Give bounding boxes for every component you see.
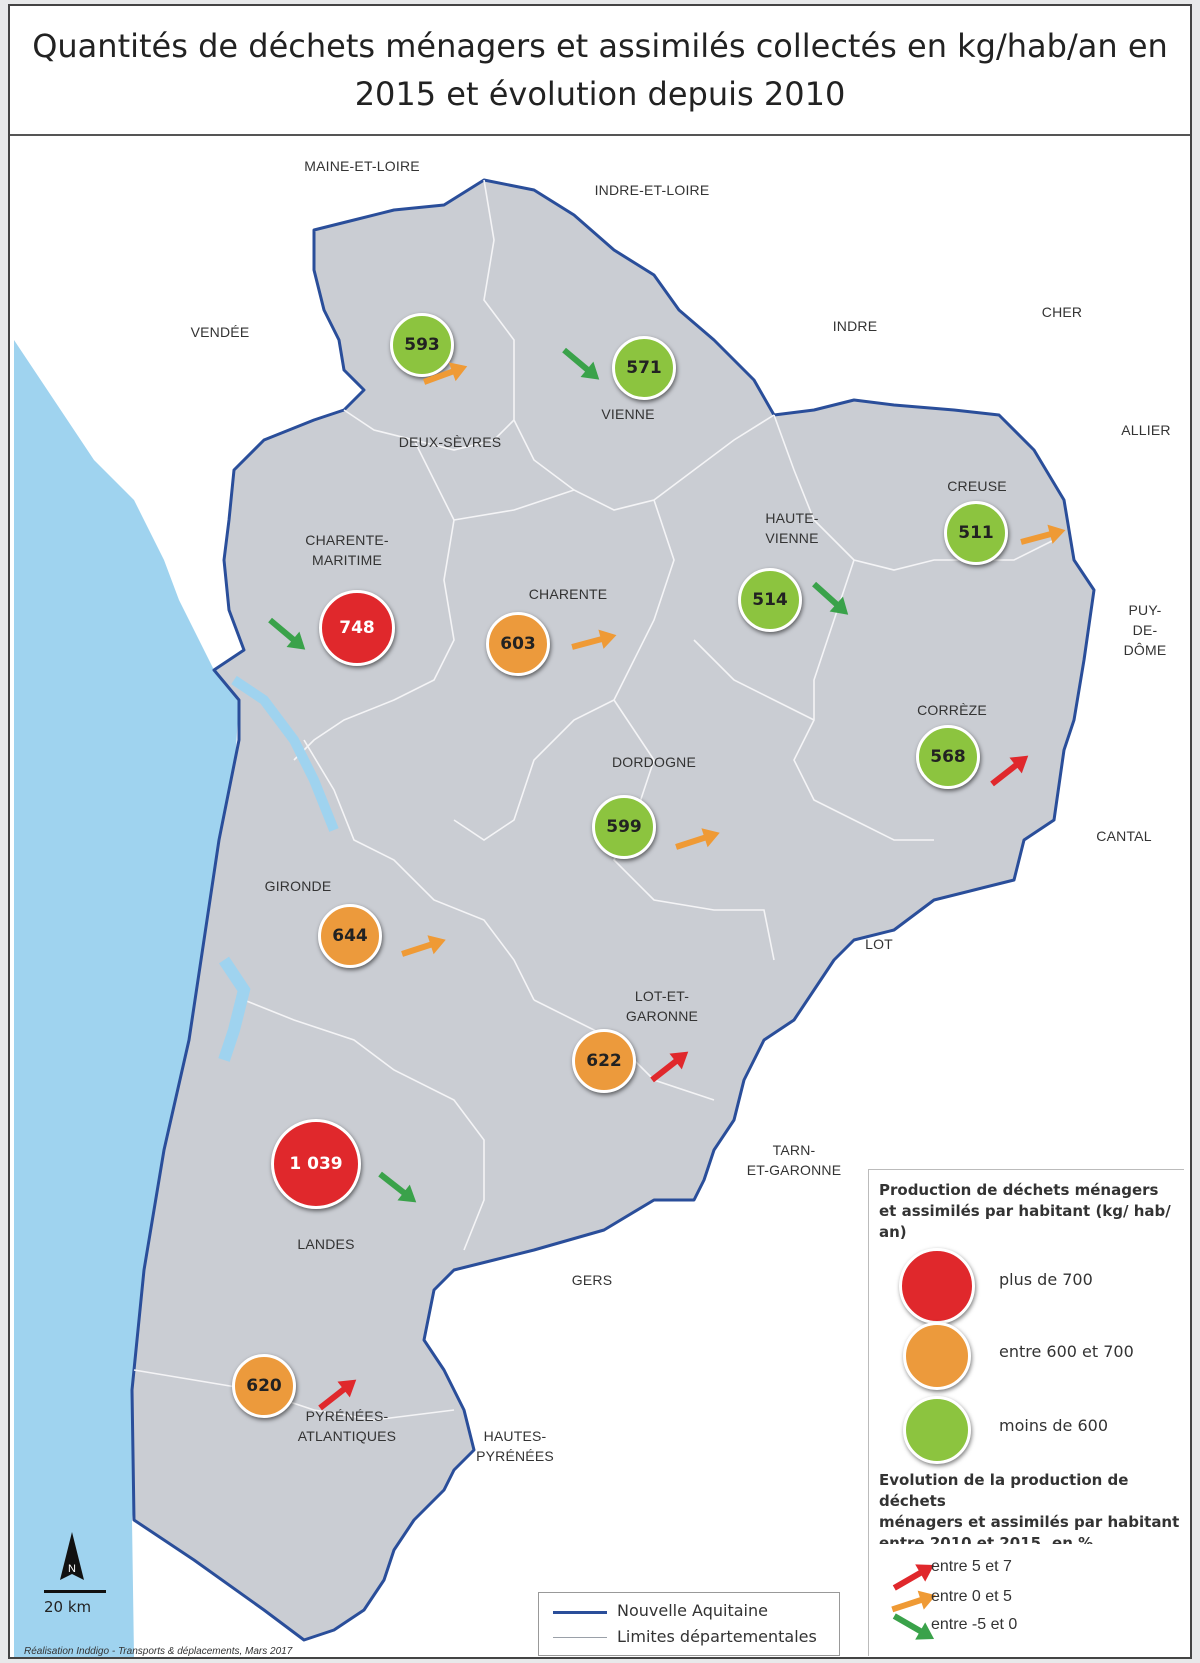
department-label: LOT-ET- GARONNE <box>625 988 699 1024</box>
value-bubble: 571 <box>612 336 676 400</box>
trend-arrow <box>650 1051 689 1083</box>
scale-bar <box>44 1590 106 1593</box>
department-label: CHARENTE <box>528 586 608 602</box>
value-bubble: 622 <box>572 1029 636 1093</box>
legend-arrow-orange <box>891 1590 936 1613</box>
map-svg <box>14 140 1190 1657</box>
department-label: DEUX-SÈVRES <box>398 434 502 450</box>
outside-label: INDRE <box>832 318 878 334</box>
legend-arrow-green <box>892 1613 935 1640</box>
value-bubble: 599 <box>592 795 656 859</box>
value-bubble: 1 039 <box>271 1119 361 1209</box>
trend-arrow <box>811 581 849 615</box>
atlantic-ocean <box>14 140 239 1657</box>
legend-label: entre 5 et 7 <box>931 1558 1012 1575</box>
value-bubble: 644 <box>318 904 382 968</box>
department-label: VIENNE <box>601 406 655 422</box>
credit-text: Réalisation Inddigo - Transports & dépla… <box>24 1646 293 1657</box>
value-bubble: 514 <box>738 568 802 632</box>
trend-arrow <box>268 617 306 650</box>
region-boundary-label: Nouvelle Aquitaine <box>617 1601 768 1620</box>
legend-production-title: Production de déchets ménagers et assimi… <box>879 1181 1171 1241</box>
outside-label: ALLIER <box>1121 422 1171 438</box>
department-label: DORDOGNE <box>611 754 697 770</box>
legend-evolution-title: Evolution de la production de déchets mé… <box>879 1471 1180 1552</box>
outside-label: VENDÉE <box>190 324 250 340</box>
legend-evolution: entre 5 et 7 entre 0 et 5 entre -5 et 0 <box>868 1544 1184 1656</box>
legend-label: entre 0 et 5 <box>931 1588 1012 1605</box>
value-bubble: 620 <box>232 1354 296 1418</box>
map-area: MAINE-ET-LOIRE INDRE-ET-LOIRE VENDÉE IND… <box>14 140 1190 1657</box>
value-bubble: 603 <box>486 612 550 676</box>
value-bubble: 593 <box>390 313 454 377</box>
dept-line-swatch <box>553 1637 607 1638</box>
legend-circle-orange <box>903 1322 971 1390</box>
trend-arrow <box>318 1379 357 1411</box>
outside-label: GERS <box>571 1272 613 1288</box>
department-label: PYRÉNÉES- ATLANTIQUES <box>297 1408 397 1444</box>
map-figure: Quantités de déchets ménagers et assimil… <box>8 4 1192 1659</box>
trend-arrow <box>990 755 1029 787</box>
department-label: CREUSE <box>947 478 1007 494</box>
outside-label: CHER <box>1041 304 1083 320</box>
outside-label: CANTAL <box>1096 828 1152 844</box>
value-bubble: 511 <box>944 501 1008 565</box>
region-line-swatch <box>553 1611 607 1614</box>
scale-distance: 20 km <box>44 1598 92 1616</box>
nouvelle-aquitaine-region <box>130 178 1096 1642</box>
boundary-legend: Nouvelle Aquitaine Limites départemental… <box>538 1592 840 1656</box>
department-label: CORRÈZE <box>917 702 987 718</box>
outside-label: PUY- DE-DÔME <box>1123 602 1167 658</box>
value-bubble: 748 <box>319 590 395 666</box>
department-label: GIRONDE <box>264 878 332 894</box>
legend-label: moins de 600 <box>999 1416 1109 1435</box>
trend-arrow <box>1020 524 1066 545</box>
outside-label: LOT <box>865 936 893 952</box>
north-arrow-icon: N <box>60 1532 84 1580</box>
map-title: Quantités de déchets ménagers et assimil… <box>10 6 1190 136</box>
value-bubble: 568 <box>916 725 980 789</box>
department-label: LANDES <box>297 1236 355 1252</box>
legend-circle-red <box>899 1248 975 1324</box>
outside-label: INDRE-ET-LOIRE <box>594 182 710 198</box>
trend-arrow <box>571 629 617 650</box>
legend-label: entre -5 et 0 <box>931 1616 1018 1633</box>
legend-label: entre 600 et 700 <box>999 1342 1134 1361</box>
north-letter: N <box>68 1563 76 1575</box>
legend-label: plus de 700 <box>999 1270 1093 1289</box>
dept-boundary-label: Limites départementales <box>617 1627 817 1646</box>
legend-arrow-red <box>892 1564 935 1591</box>
outside-label: HAUTES- PYRÉNÉES <box>476 1428 554 1464</box>
department-label: HAUTE- VIENNE <box>765 510 819 546</box>
trend-arrow <box>378 1171 417 1203</box>
legend: Production de déchets ménagers et assimi… <box>868 1169 1184 1552</box>
department-label: CHARENTE- MARITIME <box>305 532 389 568</box>
legend-circle-green <box>903 1396 971 1464</box>
outside-label: TARN- ET-GARONNE <box>746 1142 842 1178</box>
trend-arrow <box>422 362 468 385</box>
trend-arrow <box>562 347 600 380</box>
trend-arrow <box>675 828 720 850</box>
outside-label: MAINE-ET-LOIRE <box>304 158 420 174</box>
trend-arrow <box>401 935 446 957</box>
